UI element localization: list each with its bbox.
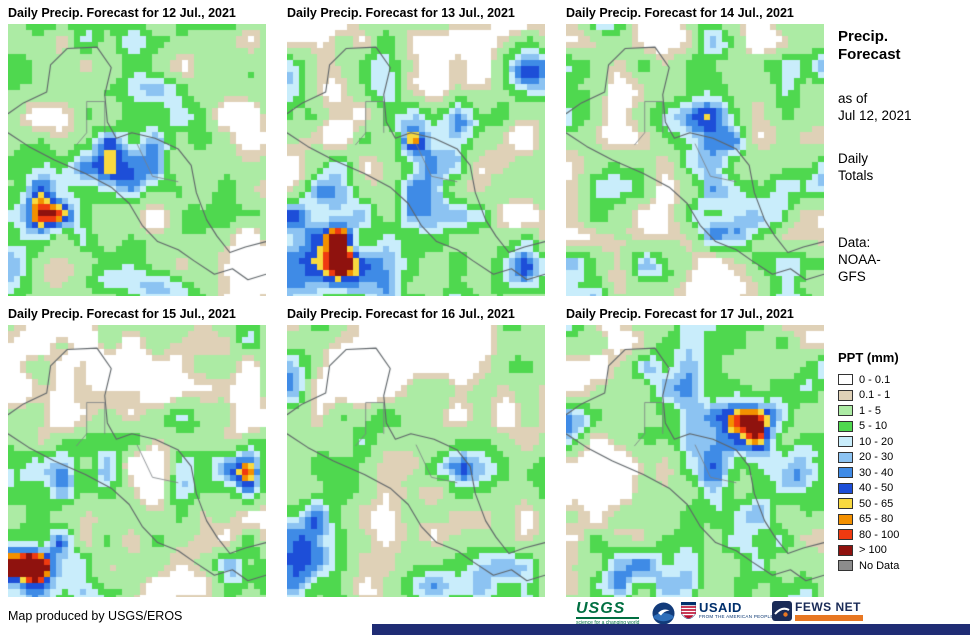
fewsnet-logo-text: FEWS NET [795,600,861,614]
map-title: Daily Precip. Forecast for 12 Jul., 2021 [8,6,236,20]
legend-label: No Data [859,559,900,572]
legend-swatch [838,420,853,432]
footer-credit: Map produced by USGS/EROS [8,609,183,623]
legend-swatch [838,513,853,525]
map-canvas [566,325,824,597]
data-source-line: Data: [838,235,871,250]
as-of-line: Jul 12, 2021 [838,108,912,123]
map-canvas [8,325,266,597]
sidebar-title-line: Forecast [838,46,901,63]
usaid-logo-tagline: FROM THE AMERICAN PEOPLE [699,614,774,619]
legend-row: No Data [838,558,899,574]
legend-label: 50 - 65 [859,497,894,510]
map-panel: Daily Precip. Forecast for 14 Jul., 2021 [566,4,824,296]
legend-row: 30 - 40 [838,465,899,481]
daily-totals-text: Daily Totals [838,150,873,184]
map-canvas [8,24,266,296]
legend-swatch [838,544,853,556]
usaid-shield-icon [681,601,696,619]
data-source-line: NOAA- [838,252,881,267]
legend-label: 5 - 10 [859,420,888,433]
usgs-logo-text: USGS [576,600,626,617]
as-of-text: as of Jul 12, 2021 [838,90,912,124]
legend-row: 65 - 80 [838,512,899,528]
legend-swatch [838,529,853,541]
data-source-line: GFS [838,269,866,284]
legend-row: 50 - 65 [838,496,899,512]
map-panel: Daily Precip. Forecast for 13 Jul., 2021 [287,4,545,296]
legend-row: 10 - 20 [838,434,899,450]
legend-swatch [838,560,853,572]
map-panel: Daily Precip. Forecast for 15 Jul., 2021 [8,305,266,597]
legend-label: 20 - 30 [859,451,894,464]
legend-label: 30 - 40 [859,466,894,479]
sidebar: Precip. Forecast as of Jul 12, 2021 Dail… [838,28,966,588]
sidebar-title: Precip. Forecast [838,28,901,64]
legend-row: 80 - 100 [838,527,899,543]
legend-label: > 100 [859,544,887,557]
map-title: Daily Precip. Forecast for 17 Jul., 2021 [566,307,794,321]
map-title: Daily Precip. Forecast for 13 Jul., 2021 [287,6,515,20]
footer-blue-bar [372,624,970,635]
legend: 0 - 0.1 0.1 - 1 1 - 5 5 - 10 10 - 20 20 … [838,372,899,574]
sidebar-title-line: Precip. [838,28,889,45]
legend-label: 10 - 20 [859,435,894,448]
as-of-line: as of [838,91,868,106]
legend-label: 1 - 5 [859,404,882,417]
legend-swatch [838,498,853,510]
legend-row: > 100 [838,543,899,559]
legend-swatch [838,405,853,417]
legend-row: 1 - 5 [838,403,899,419]
map-title: Daily Precip. Forecast for 15 Jul., 2021 [8,307,236,321]
usgs-logo: USGS science for a changing world [576,600,640,626]
map-title: Daily Precip. Forecast for 16 Jul., 2021 [287,307,515,321]
fewsnet-logo-bar [795,615,863,621]
map-panel: Daily Precip. Forecast for 12 Jul., 2021 [8,4,266,296]
fewsnet-globe-icon [772,601,792,621]
legend-swatch [838,389,853,401]
legend-label: 0 - 0.1 [859,373,891,386]
map-panel: Daily Precip. Forecast for 16 Jul., 2021 [287,305,545,597]
noaa-logo [652,602,675,625]
legend-row: 40 - 50 [838,481,899,497]
legend-swatch [838,467,853,479]
legend-row: 20 - 30 [838,450,899,466]
legend-swatch [838,374,853,386]
legend-label: 65 - 80 [859,513,894,526]
usaid-logo: USAID FROM THE AMERICAN PEOPLE [681,601,774,619]
map-canvas [287,24,545,296]
daily-totals-line: Daily [838,151,869,166]
usaid-logo-text: USAID [699,600,742,615]
map-title: Daily Precip. Forecast for 14 Jul., 2021 [566,6,794,20]
map-canvas [566,24,824,296]
daily-totals-line: Totals [838,168,874,183]
legend-row: 0 - 0.1 [838,372,899,388]
legend-label: 0.1 - 1 [859,389,891,402]
noaa-emblem-icon [652,602,675,625]
legend-swatch [838,451,853,463]
legend-title: PPT (mm) [838,350,899,365]
legend-row: 0.1 - 1 [838,388,899,404]
legend-row: 5 - 10 [838,419,899,435]
usgs-logo-tagline: science for a changing world [576,617,640,626]
map-canvas [287,325,545,597]
data-source-text: Data: NOAA- GFS [838,234,881,285]
legend-label: 40 - 50 [859,482,894,495]
map-panel: Daily Precip. Forecast for 17 Jul., 2021 [566,305,824,597]
legend-swatch [838,436,853,448]
fewsnet-logo: FEWS NET [772,601,863,621]
legend-swatch [838,482,853,494]
legend-label: 80 - 100 [859,528,900,541]
